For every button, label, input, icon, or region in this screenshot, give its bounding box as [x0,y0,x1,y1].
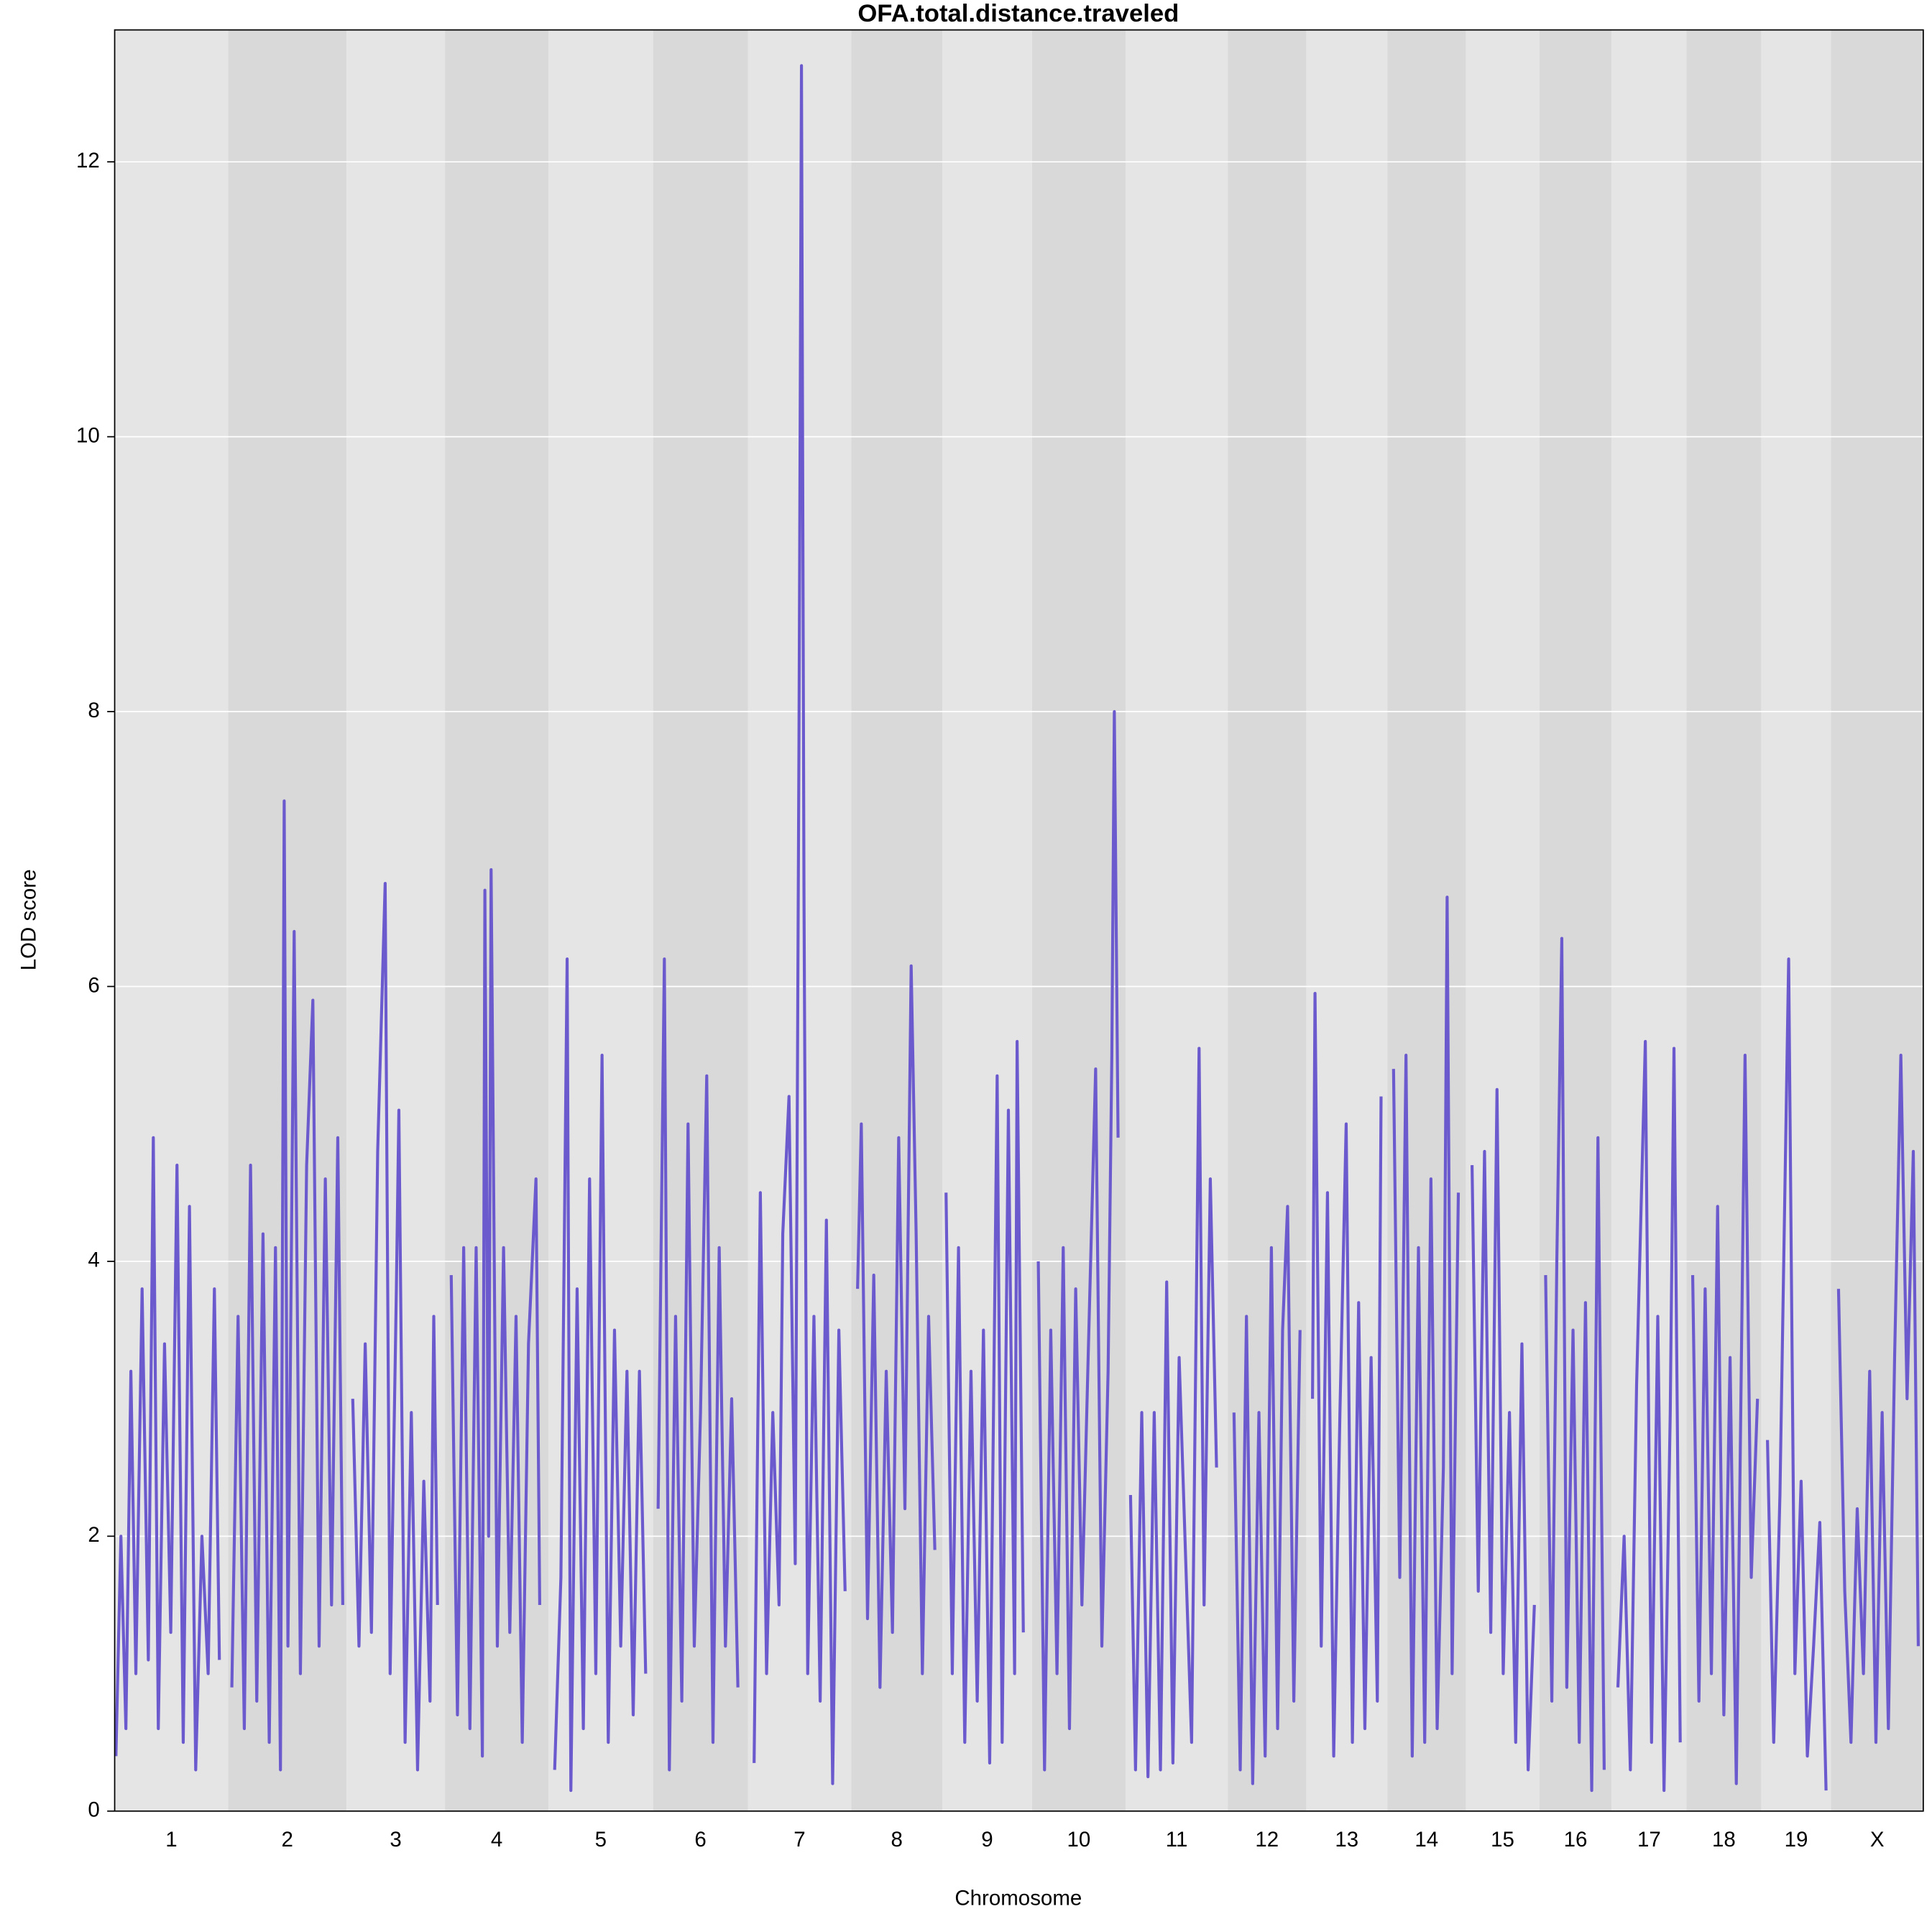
x-tick-label: 16 [1564,1828,1588,1852]
lod-line [114,1136,221,1772]
lod-line [753,64,847,1785]
x-tick-label: X [1870,1828,1885,1852]
lod-line [1471,1087,1536,1772]
lod-line [1036,709,1120,1772]
x-tick-label: 18 [1712,1828,1736,1852]
y-tick-label: 2 [88,1523,99,1547]
x-tick-label: 4 [491,1828,502,1852]
x-tick-label: 7 [794,1828,805,1852]
x-tick-label: 13 [1335,1828,1358,1852]
x-tick-label: 6 [694,1828,706,1852]
y-axis-label: LOD score [17,869,40,970]
y-tick-label: 10 [76,423,100,447]
x-axis-label: Chromosome [954,1887,1082,1910]
lod-line [1544,937,1606,1793]
x-tick-label: 11 [1166,1828,1188,1852]
lod-line [656,957,740,1772]
y-tick-label: 12 [76,149,100,172]
lod-line [944,1039,1025,1765]
chromosome-band [851,29,943,1811]
y-tick-label: 8 [88,699,99,722]
x-tick-label: 3 [390,1828,401,1852]
x-tick-label: 17 [1637,1828,1661,1852]
chart-title: OFA.total.distance.traveled [857,0,1179,27]
lod-line [449,868,541,1758]
lod-line [553,957,648,1793]
lod-line [856,964,937,1689]
chromosome-band [1686,29,1762,1811]
y-tick-label: 0 [88,1798,99,1822]
x-tick-label: 9 [981,1828,993,1852]
x-tick-label: 19 [1785,1828,1808,1852]
x-tick-label: 2 [282,1828,293,1852]
lod-line [1690,1054,1760,1785]
lod-line [1836,1054,1920,1744]
x-tick-label: 12 [1255,1828,1279,1852]
x-tick-label: 8 [891,1828,903,1852]
x-tick-label: 15 [1491,1828,1514,1852]
x-tick-label: 14 [1414,1828,1438,1852]
lod-line [230,799,344,1772]
plot-frame [114,29,1924,1812]
x-tick-label: 5 [595,1828,607,1852]
chromosome-band [1761,29,1831,1811]
y-tick-label: 4 [88,1248,99,1272]
y-tick-label: 6 [88,973,99,997]
lod-line [351,881,439,1772]
chromosome-band [1831,29,1923,1811]
lod-line [1766,957,1828,1791]
lod-line [1232,1205,1302,1785]
lod-line [1128,1046,1218,1779]
lod-line [1616,1039,1682,1793]
lod-line [1392,896,1460,1758]
x-tick-label: 1 [165,1828,177,1852]
lod-line [1311,991,1383,1758]
x-tick-label: 10 [1067,1828,1091,1852]
